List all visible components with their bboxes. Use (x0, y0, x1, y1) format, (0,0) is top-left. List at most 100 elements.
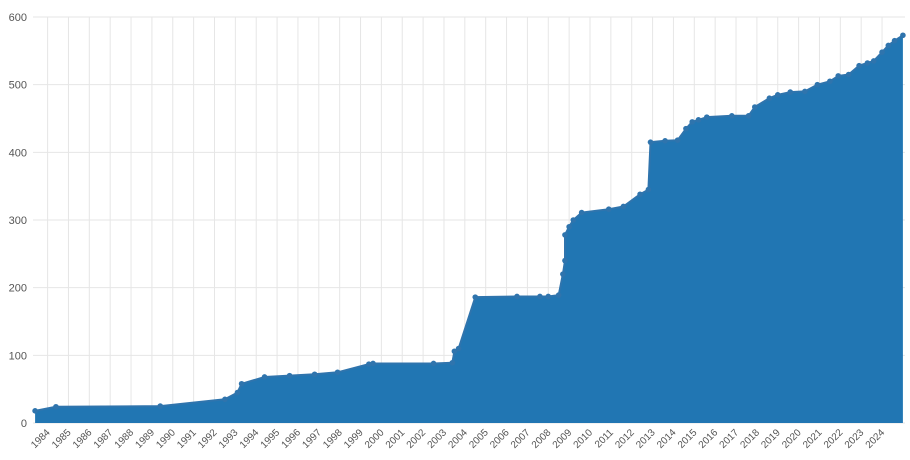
data-point (334, 369, 341, 376)
data-point (645, 186, 652, 193)
x-tick-label: 2015 (676, 427, 700, 451)
x-tick-label: 1989 (134, 427, 158, 451)
data-point (845, 71, 852, 78)
data-point (647, 139, 654, 145)
y-tick-label: 0 (21, 418, 27, 430)
x-tick-label: 1991 (175, 427, 199, 451)
x-tick-label: 2006 (488, 427, 512, 451)
data-point (222, 396, 228, 403)
x-tick-label: 2013 (634, 427, 658, 451)
x-tick-label: 1997 (300, 427, 324, 451)
y-gridlines (33, 16, 905, 424)
data-point (472, 294, 479, 300)
x-tick-label: 2012 (613, 427, 637, 451)
y-axis-tick-labels: 0 100 200 300 400 500 600 (9, 12, 27, 430)
x-tick-label: 2001 (384, 427, 408, 451)
data-point (689, 119, 696, 125)
data-point (787, 89, 794, 95)
x-tick-label: 2016 (697, 427, 721, 451)
data-point (311, 371, 318, 378)
y-tick-label: 200 (9, 283, 27, 295)
x-tick-label: 2024 (864, 427, 888, 451)
data-point (745, 112, 752, 119)
x-tick-label: 2008 (530, 427, 554, 451)
x-tick-label: 2005 (467, 427, 491, 451)
y-tick-label: 400 (9, 147, 27, 159)
x-tick-label: 1985 (50, 427, 74, 451)
data-point (870, 58, 877, 64)
data-point (449, 359, 456, 366)
data-point (885, 42, 892, 49)
data-point (537, 293, 543, 300)
data-point (704, 114, 710, 120)
x-tick-label: 2009 (551, 427, 575, 451)
x-tick-label: 2011 (593, 427, 616, 450)
x-tick-label: 1995 (259, 427, 283, 451)
data-point (662, 138, 668, 144)
data-point (891, 37, 898, 44)
data-point (234, 389, 241, 396)
data-point (370, 360, 376, 367)
data-point (802, 88, 808, 95)
data-point (900, 32, 906, 39)
x-tick-label: 1990 (154, 427, 178, 451)
x-tick-label: 1987 (92, 427, 116, 451)
data-point (814, 81, 821, 88)
data-point (560, 271, 566, 277)
data-point (545, 293, 552, 300)
data-point (514, 293, 520, 300)
series-area (35, 35, 903, 424)
x-tick-label: 1996 (280, 427, 304, 451)
y-tick-label: 300 (9, 215, 27, 227)
data-point (835, 73, 842, 79)
data-point (366, 361, 372, 367)
x-tick-label: 1984 (29, 427, 53, 451)
data-point (637, 191, 643, 198)
x-tick-label: 2003 (426, 427, 450, 451)
x-tick-label: 1993 (217, 427, 241, 451)
x-tick-label: 1986 (71, 427, 95, 451)
data-point (674, 137, 681, 143)
x-tick-label: 2017 (718, 427, 742, 451)
y-tick-label: 600 (9, 12, 27, 24)
x-tick-label: 2004 (446, 427, 470, 451)
data-point (238, 380, 245, 387)
data-point (32, 408, 38, 414)
x-tick-label: 1992 (196, 427, 220, 451)
x-tick-label: 2000 (363, 427, 387, 451)
x-tick-label: 2002 (405, 427, 429, 451)
data-point (864, 60, 871, 66)
data-point (827, 78, 833, 85)
data-point (766, 95, 773, 101)
data-point (451, 348, 458, 355)
x-tick-label: 1999 (342, 427, 366, 451)
data-point (729, 112, 735, 119)
data-point (683, 125, 689, 132)
x-tick-label: 2021 (801, 427, 825, 451)
data-point (157, 403, 164, 409)
data-point (879, 49, 885, 55)
x-tick-label: 2014 (655, 427, 679, 451)
x-tick-label: 2010 (572, 427, 596, 451)
data-point (620, 203, 627, 210)
x-tick-label: 1994 (238, 427, 262, 451)
data-point (555, 292, 562, 298)
data-point (856, 62, 862, 69)
x-tick-label: 2007 (509, 427, 533, 451)
x-axis-tick-labels: 1984198519861987198819891990199119921993… (29, 427, 887, 451)
x-tick-label: 2022 (822, 427, 846, 451)
data-point (53, 403, 59, 410)
data-point (261, 374, 268, 380)
data-point (605, 206, 612, 212)
data-point (578, 209, 585, 216)
data-point (430, 360, 437, 367)
data-point (566, 223, 572, 230)
x-tick-label: 1998 (321, 427, 345, 451)
x-tick-label: 2020 (780, 427, 804, 451)
data-point (455, 345, 462, 352)
series-points (32, 32, 906, 414)
x-tick-label: 2023 (843, 427, 867, 451)
data-point (562, 257, 568, 264)
data-point (774, 92, 781, 98)
